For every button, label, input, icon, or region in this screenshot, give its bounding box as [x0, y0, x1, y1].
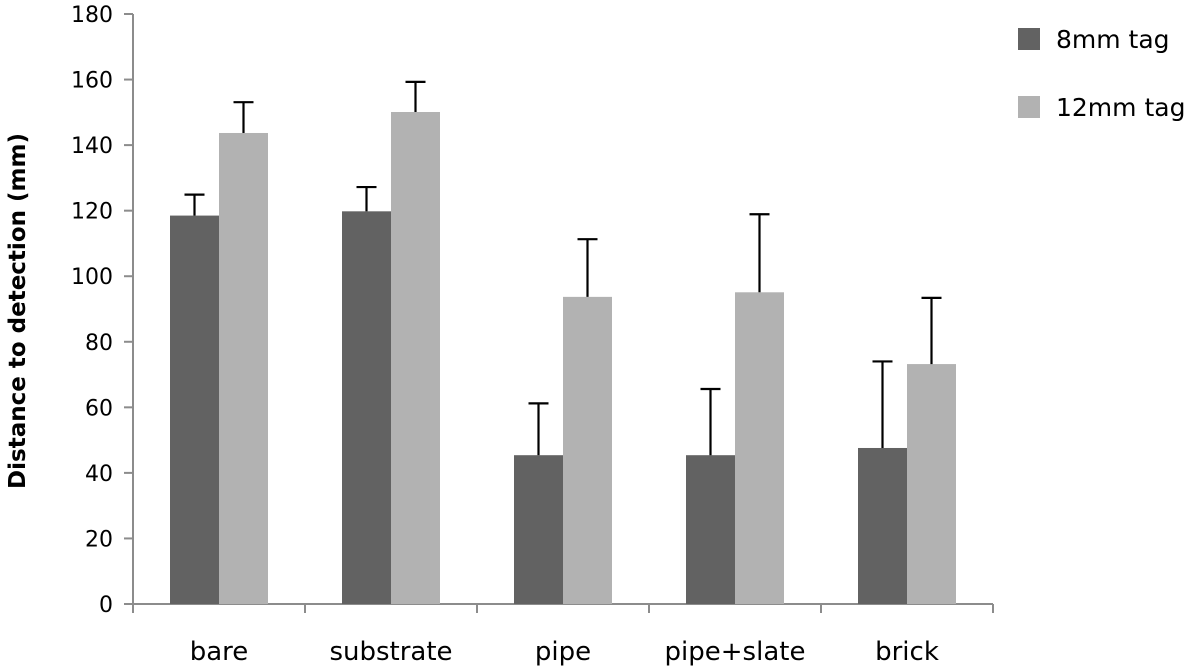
x-tick-label: pipe+slate: [665, 637, 806, 667]
y-tick-label: 160: [71, 69, 113, 94]
y-tick-label: 20: [85, 527, 113, 552]
y-tick-label: 60: [85, 396, 113, 421]
bar-8mm-tag-pipe+slate: [686, 455, 735, 604]
bar-8mm-tag-bare: [170, 215, 219, 605]
bar-12mm-tag-substrate: [391, 112, 440, 604]
bar-8mm-tag-pipe: [514, 455, 563, 604]
x-tick-label: pipe: [535, 637, 591, 667]
x-axis: bare substrate pipe pipe+slate brick: [132, 603, 994, 667]
legend-swatch: [1018, 28, 1040, 50]
bar-8mm-tag-substrate: [342, 211, 391, 605]
bar-12mm-tag-brick: [907, 364, 956, 604]
bar-12mm-tag-pipe: [563, 296, 612, 604]
legend: 8mm tag 12mm tag: [1018, 25, 1185, 122]
bars: [170, 112, 956, 605]
bar-12mm-tag-bare: [219, 132, 268, 604]
y-tick-label: 100: [71, 265, 113, 290]
legend-swatch: [1018, 96, 1040, 118]
x-tick-label: substrate: [329, 637, 452, 667]
legend-label: 12mm tag: [1056, 93, 1185, 122]
bar-8mm-tag-brick: [858, 447, 907, 604]
error-bars: [184, 80, 942, 456]
y-tick-label: 180: [71, 3, 113, 28]
bar-12mm-tag-pipe+slate: [735, 292, 784, 604]
x-tick-label: brick: [875, 637, 939, 667]
y-tick-label: 80: [85, 331, 113, 356]
y-axis: 0 20 40 60 80 100 120 140 160 180: [71, 3, 134, 618]
y-axis-title: Distance to detection (mm): [5, 133, 31, 489]
y-tick-label: 0: [99, 593, 113, 618]
y-tick-label: 140: [71, 134, 113, 159]
y-tick-label: 40: [85, 462, 113, 487]
legend-label: 8mm tag: [1056, 25, 1170, 54]
y-tick-label: 120: [71, 200, 113, 225]
x-tick-label: bare: [190, 637, 249, 667]
